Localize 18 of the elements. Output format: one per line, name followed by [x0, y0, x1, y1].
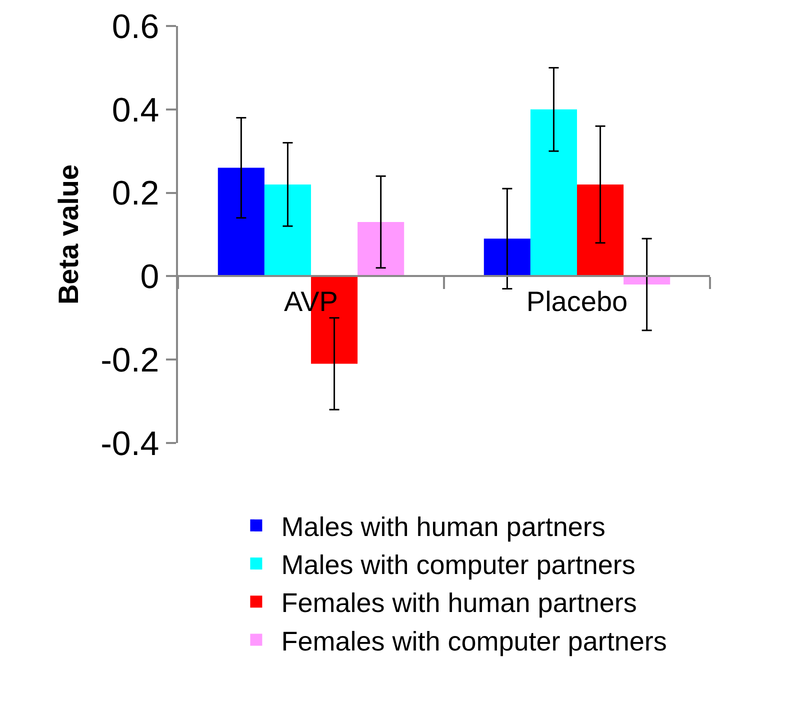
bar: [218, 168, 264, 276]
bar: [577, 184, 624, 276]
legend-label: Females with human partners: [281, 588, 637, 618]
y-axis-title: Beta value: [52, 164, 84, 305]
y-tick-label: 0.2: [112, 174, 160, 213]
legend-label: Males with human partners: [281, 512, 606, 542]
bar: [264, 184, 311, 276]
legend-label: Males with computer partners: [281, 550, 636, 580]
y-tick-label: 0: [140, 258, 160, 296]
bar: [484, 238, 530, 276]
bar: [358, 222, 404, 276]
bar: [530, 109, 577, 276]
y-tick-label: -0.2: [100, 342, 160, 380]
y-tick-label: 0.4: [112, 91, 160, 130]
y-tick-label: -0.4: [100, 424, 160, 463]
legend-label: Females with computer partners: [281, 626, 667, 656]
x-tick-label: Placebo: [526, 286, 628, 317]
y-tick-label: 0.6: [112, 8, 160, 46]
